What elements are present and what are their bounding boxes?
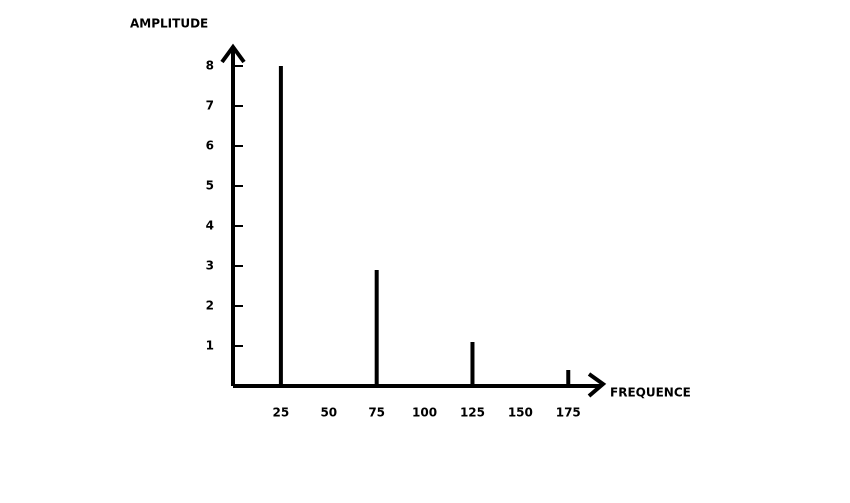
y-tick-label: 7 (206, 99, 214, 113)
x-tick-label: 50 (320, 406, 337, 420)
y-tick-label: 4 (206, 219, 214, 233)
x-tick-label: 150 (508, 406, 533, 420)
x-axis-label: FREQUENCE (610, 386, 691, 400)
x-tick-label: 100 (412, 406, 437, 420)
y-tick-label: 3 (206, 259, 214, 273)
y-tick-label: 1 (206, 339, 214, 353)
x-tick-label: 75 (368, 406, 385, 420)
y-axis-label: AMPLITUDE (130, 17, 208, 31)
y-tick-label: 5 (206, 179, 214, 193)
x-tick-label: 25 (273, 406, 290, 420)
y-tick-label: 6 (206, 139, 214, 153)
y-axis-arrow (220, 43, 246, 64)
x-axis-arrow (587, 372, 607, 398)
x-tick-label: 175 (556, 406, 581, 420)
y-tick-label: 2 (206, 299, 214, 313)
x-tick-label: 125 (460, 406, 485, 420)
y-tick-label: 8 (206, 59, 214, 73)
